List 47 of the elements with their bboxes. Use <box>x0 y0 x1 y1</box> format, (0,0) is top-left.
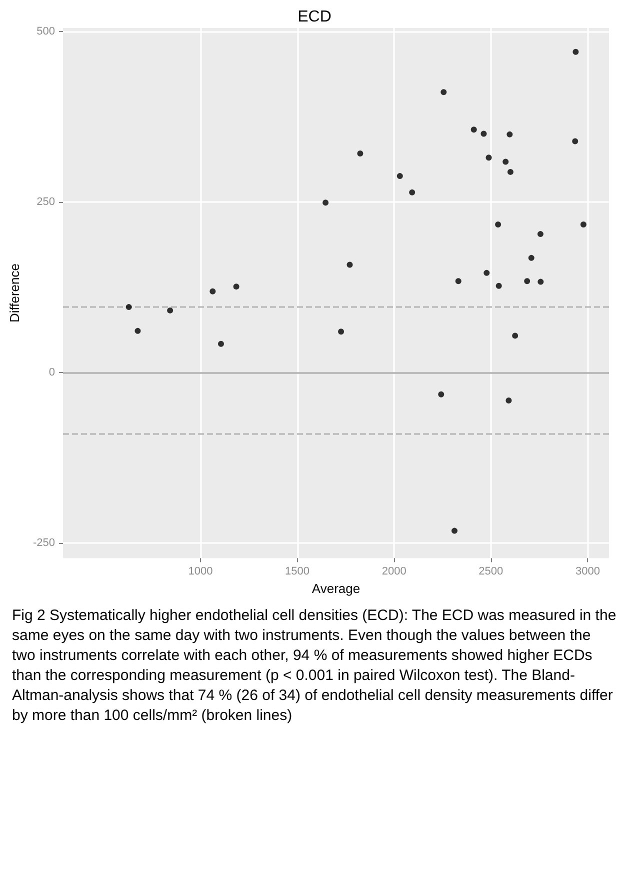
point <box>452 528 458 534</box>
point <box>338 328 344 335</box>
y-tick-label: 250 <box>36 196 55 208</box>
point <box>470 126 477 133</box>
y-tick-label: 0 <box>48 366 55 379</box>
point <box>126 304 132 310</box>
point <box>409 189 416 196</box>
point <box>357 150 364 157</box>
point <box>480 130 487 137</box>
point <box>455 278 462 284</box>
point <box>233 284 240 290</box>
point <box>396 173 403 180</box>
x-tick-label: 1000 <box>188 566 213 578</box>
chart-title: ECD <box>298 8 332 26</box>
point <box>210 288 216 294</box>
y-axis-title: Difference <box>7 264 22 323</box>
x-tick-label: 1500 <box>285 566 310 578</box>
point <box>580 221 586 228</box>
point <box>502 158 509 165</box>
point <box>506 398 512 404</box>
x-tick-label: 3000 <box>575 566 600 578</box>
point <box>524 278 530 284</box>
point <box>538 278 544 285</box>
point <box>495 221 502 228</box>
caption: Fig 2 Systematically higher endothelial cell densities (ECD): The ECD was measured in the same eyes on the same day with two instruments. Even though the values between the two instruments correlate with each other, 94 % of measurements showed higher ECDs than the corresponding measurement (p < 0.001 in paired Wilcoxon test). The Bland-Altman-analysis shows that 74 % (26 of 34) of endothelial cell density measurements differ by more than 100 cells/mm² (broken lines) <box>11 606 618 726</box>
point <box>507 168 514 175</box>
point <box>322 200 329 206</box>
point <box>496 282 502 289</box>
point <box>346 262 353 268</box>
point <box>438 391 444 398</box>
x-axis-title: Average <box>312 581 360 596</box>
point <box>218 340 224 347</box>
point <box>167 307 174 314</box>
point <box>486 154 492 161</box>
x-tick-label: 2000 <box>382 566 406 578</box>
point <box>484 270 490 276</box>
y-tick-label: -250 <box>32 537 55 550</box>
point <box>134 328 141 334</box>
point <box>572 138 578 144</box>
point <box>537 231 544 238</box>
x-tick-label: 2500 <box>478 566 504 578</box>
point <box>528 254 534 261</box>
point <box>512 332 518 339</box>
point <box>440 89 447 96</box>
point <box>506 131 513 138</box>
point <box>572 48 579 55</box>
y-tick-label: 500 <box>36 25 55 38</box>
